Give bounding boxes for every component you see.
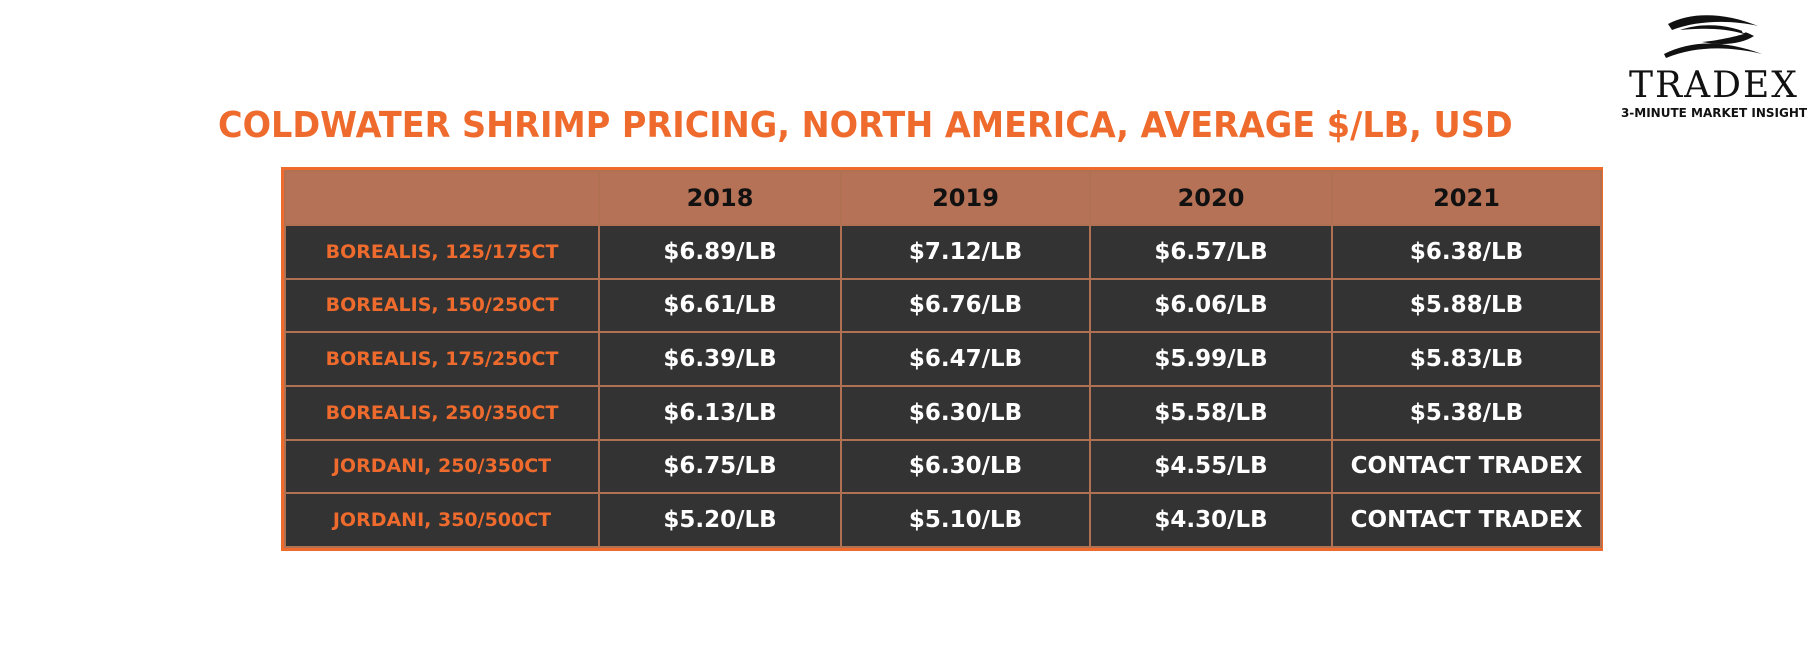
price-cell: $6.06/LB xyxy=(1089,277,1333,334)
price-cell: $5.38/LB xyxy=(1331,384,1602,441)
fish-icon xyxy=(1664,15,1762,58)
table-row: BOREALIS, 150/250CT $6.61/LB $6.76/LB $6… xyxy=(284,277,1602,334)
header-cell: 2020 xyxy=(1089,170,1333,226)
price-cell: $5.99/LB xyxy=(1089,331,1333,387)
price-cell: $6.75/LB xyxy=(598,438,842,495)
table-row: BOREALIS, 250/350CT $6.13/LB $6.30/LB $5… xyxy=(284,384,1602,441)
row-label: BOREALIS, 250/350CT xyxy=(284,384,600,441)
header-cell xyxy=(284,170,600,226)
table-row: BOREALIS, 125/175CT $6.89/LB $7.12/LB $6… xyxy=(284,224,1602,280)
tradex-logo: TRADEX 3-MINUTE MARKET INSIGHT xyxy=(1620,14,1810,124)
price-cell: $5.88/LB xyxy=(1331,277,1602,334)
logo-wordmark: TRADEX xyxy=(1629,65,1799,106)
price-cell: $6.39/LB xyxy=(598,331,842,387)
price-cell: $6.30/LB xyxy=(840,384,1091,441)
price-cell: $6.30/LB xyxy=(840,438,1091,495)
price-cell: $5.20/LB xyxy=(598,492,842,548)
price-cell: CONTACT TRADEX xyxy=(1331,492,1602,548)
price-cell: $5.83/LB xyxy=(1331,331,1602,387)
price-cell: $6.76/LB xyxy=(840,277,1091,334)
price-cell: $7.12/LB xyxy=(840,224,1091,280)
table-row: JORDANI, 350/500CT $5.20/LB $5.10/LB $4.… xyxy=(284,492,1602,548)
table-header-row: 2018 2019 2020 2021 xyxy=(284,170,1602,226)
price-cell: $6.61/LB xyxy=(598,277,842,334)
table-row: JORDANI, 250/350CT $6.75/LB $6.30/LB $4.… xyxy=(284,438,1602,495)
price-cell: $4.30/LB xyxy=(1089,492,1333,548)
header-cell: 2019 xyxy=(840,170,1091,226)
price-cell: CONTACT TRADEX xyxy=(1331,438,1602,495)
row-label: BOREALIS, 175/250CT xyxy=(284,331,600,387)
row-label: BOREALIS, 150/250CT xyxy=(284,277,600,334)
row-label: JORDANI, 250/350CT xyxy=(284,438,600,495)
price-cell: $6.89/LB xyxy=(598,224,842,280)
row-label: BOREALIS, 125/175CT xyxy=(284,224,600,280)
pricing-table: 2018 2019 2020 2021 BOREALIS, 125/175CT … xyxy=(281,167,1603,551)
price-cell: $5.10/LB xyxy=(840,492,1091,548)
logo-tagline: 3-MINUTE MARKET INSIGHT xyxy=(1620,106,1808,120)
price-cell: $6.47/LB xyxy=(840,331,1091,387)
header-cell: 2021 xyxy=(1331,170,1602,226)
row-label: JORDANI, 350/500CT xyxy=(284,492,600,548)
price-cell: $6.57/LB xyxy=(1089,224,1333,280)
header-cell: 2018 xyxy=(598,170,842,226)
price-cell: $4.55/LB xyxy=(1089,438,1333,495)
chart-title: COLDWATER SHRIMP PRICING, NORTH AMERICA,… xyxy=(218,105,1513,146)
price-cell: $6.13/LB xyxy=(598,384,842,441)
table-row: BOREALIS, 175/250CT $6.39/LB $6.47/LB $5… xyxy=(284,331,1602,387)
price-cell: $6.38/LB xyxy=(1331,224,1602,280)
price-cell: $5.58/LB xyxy=(1089,384,1333,441)
